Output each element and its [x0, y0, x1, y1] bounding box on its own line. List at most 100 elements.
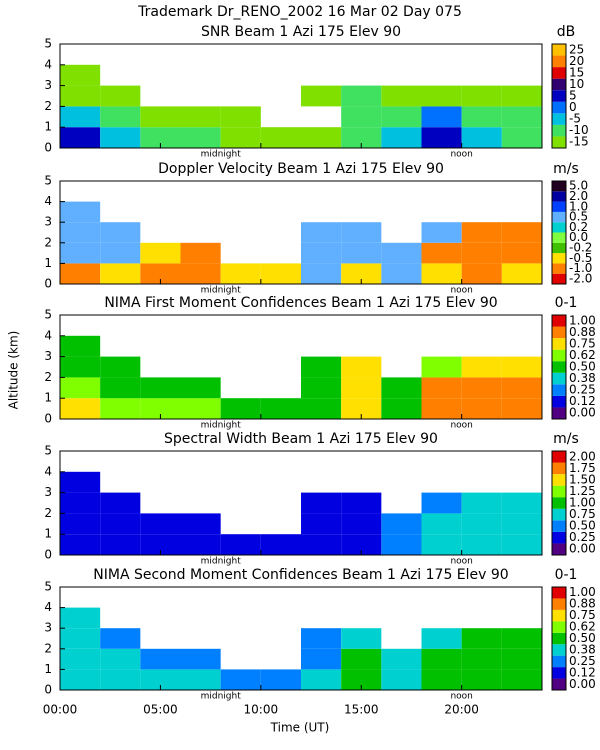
y-tick-label: 5	[44, 444, 52, 458]
heatmap-cell	[341, 669, 382, 690]
colorbar-label: 0.50	[569, 631, 596, 645]
y-tick-label: 0	[44, 548, 52, 562]
colorbar-band	[552, 621, 566, 633]
colorbar-unit: m/s	[553, 431, 579, 447]
heatmap-cell	[341, 377, 382, 399]
heatmap-cell	[100, 534, 141, 555]
heatmap-cell	[260, 398, 301, 419]
heatmap-cell	[100, 242, 141, 264]
colorbar-label: 0.62	[569, 620, 596, 634]
colorbar-band	[552, 667, 566, 679]
colorbar-frame	[551, 450, 567, 556]
annotation: midnight	[201, 286, 242, 296]
y-tick-label: 1	[44, 527, 52, 541]
y-tick-label: 1	[44, 391, 52, 405]
y-tick-label: 3	[44, 78, 52, 92]
heatmap-cell	[501, 106, 542, 128]
colorbar-band	[552, 508, 566, 521]
heatmap-cell	[100, 263, 141, 284]
plot-frame	[59, 180, 543, 285]
colorbar-label: 0.2	[569, 220, 588, 234]
colorbar-label: 1.00	[569, 496, 596, 510]
panel-title: Doppler Velocity Beam 1 Azi 175 Elev 90	[158, 161, 444, 177]
heatmap-cell	[461, 628, 502, 649]
heatmap-cell	[381, 85, 422, 107]
y-tick-label: 1	[44, 120, 52, 134]
heatmap-cell	[341, 513, 382, 535]
heatmap-cell	[341, 398, 382, 419]
heatmap-cell	[220, 669, 261, 690]
heatmap-cell	[100, 222, 141, 243]
heatmap-cell	[180, 513, 221, 535]
heatmap-cell	[140, 398, 181, 419]
heatmap-cell	[301, 263, 342, 284]
heatmap-cell	[140, 127, 181, 148]
y-tick-label: 0	[44, 141, 52, 155]
heatmap-cell	[341, 127, 382, 148]
plot-frame	[59, 314, 543, 420]
heatmap-cell	[461, 85, 502, 107]
heatmap-cell	[60, 377, 101, 399]
y-tick-label: 2	[44, 506, 52, 520]
colorbar-band	[552, 531, 566, 544]
colorbar-band	[552, 372, 566, 385]
heatmap-cell	[421, 669, 462, 690]
heatmap-cell	[461, 513, 502, 535]
colorbar-label: 0.5	[569, 210, 588, 224]
heatmap-cell	[461, 377, 502, 399]
heatmap-cell	[461, 222, 502, 243]
heatmap-cell	[180, 648, 221, 670]
colorbar-label: 0.75	[569, 336, 596, 350]
heatmap-cell	[60, 263, 101, 284]
heatmap-cell	[421, 222, 462, 243]
heatmap-cell	[180, 398, 221, 419]
heatmap-cell	[100, 356, 141, 378]
colorbar-band	[552, 253, 566, 264]
y-tick-label: 5	[44, 308, 52, 322]
heatmap-cell	[60, 242, 101, 264]
heatmap-cell	[180, 534, 221, 555]
y-tick-label: 1	[44, 662, 52, 676]
heatmap-cell	[140, 534, 181, 555]
colorbar-label: 15	[569, 65, 584, 79]
heatmap-cell	[501, 263, 542, 284]
heatmap-cell	[220, 398, 261, 419]
x-tick-label: 05:00	[143, 703, 178, 717]
y-tick-label: 0	[44, 412, 52, 426]
colorbar-band	[552, 349, 566, 362]
colorbar-label: 0.25	[569, 654, 596, 668]
heatmap-cell	[461, 534, 502, 555]
y-tick-label: 2	[44, 99, 52, 113]
colorbar-label: 2.00	[569, 449, 596, 463]
colorbar-band	[552, 124, 566, 137]
heatmap-cell	[421, 513, 462, 535]
y-tick-label: 4	[44, 600, 52, 614]
figure-title: Trademark Dr_RENO_2002 16 Mar 02 Day 075	[137, 4, 462, 20]
annotation: midnight	[201, 150, 242, 160]
colorbar-label: 0.50	[569, 360, 596, 374]
heatmap-cell	[301, 648, 342, 670]
y-tick-label: 4	[44, 328, 52, 342]
y-axis-label: Altitude (km)	[7, 331, 21, 410]
y-tick-label: 3	[44, 485, 52, 499]
colorbar-frame	[551, 180, 567, 285]
colorbar-band	[552, 101, 566, 114]
heatmap-cell	[260, 263, 301, 284]
heatmap-cell	[381, 513, 422, 535]
heatmap-cell	[301, 242, 342, 264]
colorbar-label: 1.00	[569, 313, 596, 327]
heatmap-cell	[501, 222, 542, 243]
colorbar-label: 1.50	[569, 472, 596, 486]
colorbar-unit: dB	[557, 24, 576, 40]
colorbar-label: 0.0	[569, 230, 588, 244]
heatmap-cell	[60, 669, 101, 690]
heatmap-cell	[461, 263, 502, 284]
colorbar-label: 0.25	[569, 530, 596, 544]
plot-frame	[59, 450, 543, 556]
colorbar-label: 0.88	[569, 325, 596, 339]
heatmap-cell	[100, 648, 141, 670]
colorbar-label: 25	[569, 42, 584, 56]
colorbar-band	[552, 520, 566, 532]
heatmap-cell	[421, 356, 462, 378]
colorbar-band	[552, 497, 566, 509]
